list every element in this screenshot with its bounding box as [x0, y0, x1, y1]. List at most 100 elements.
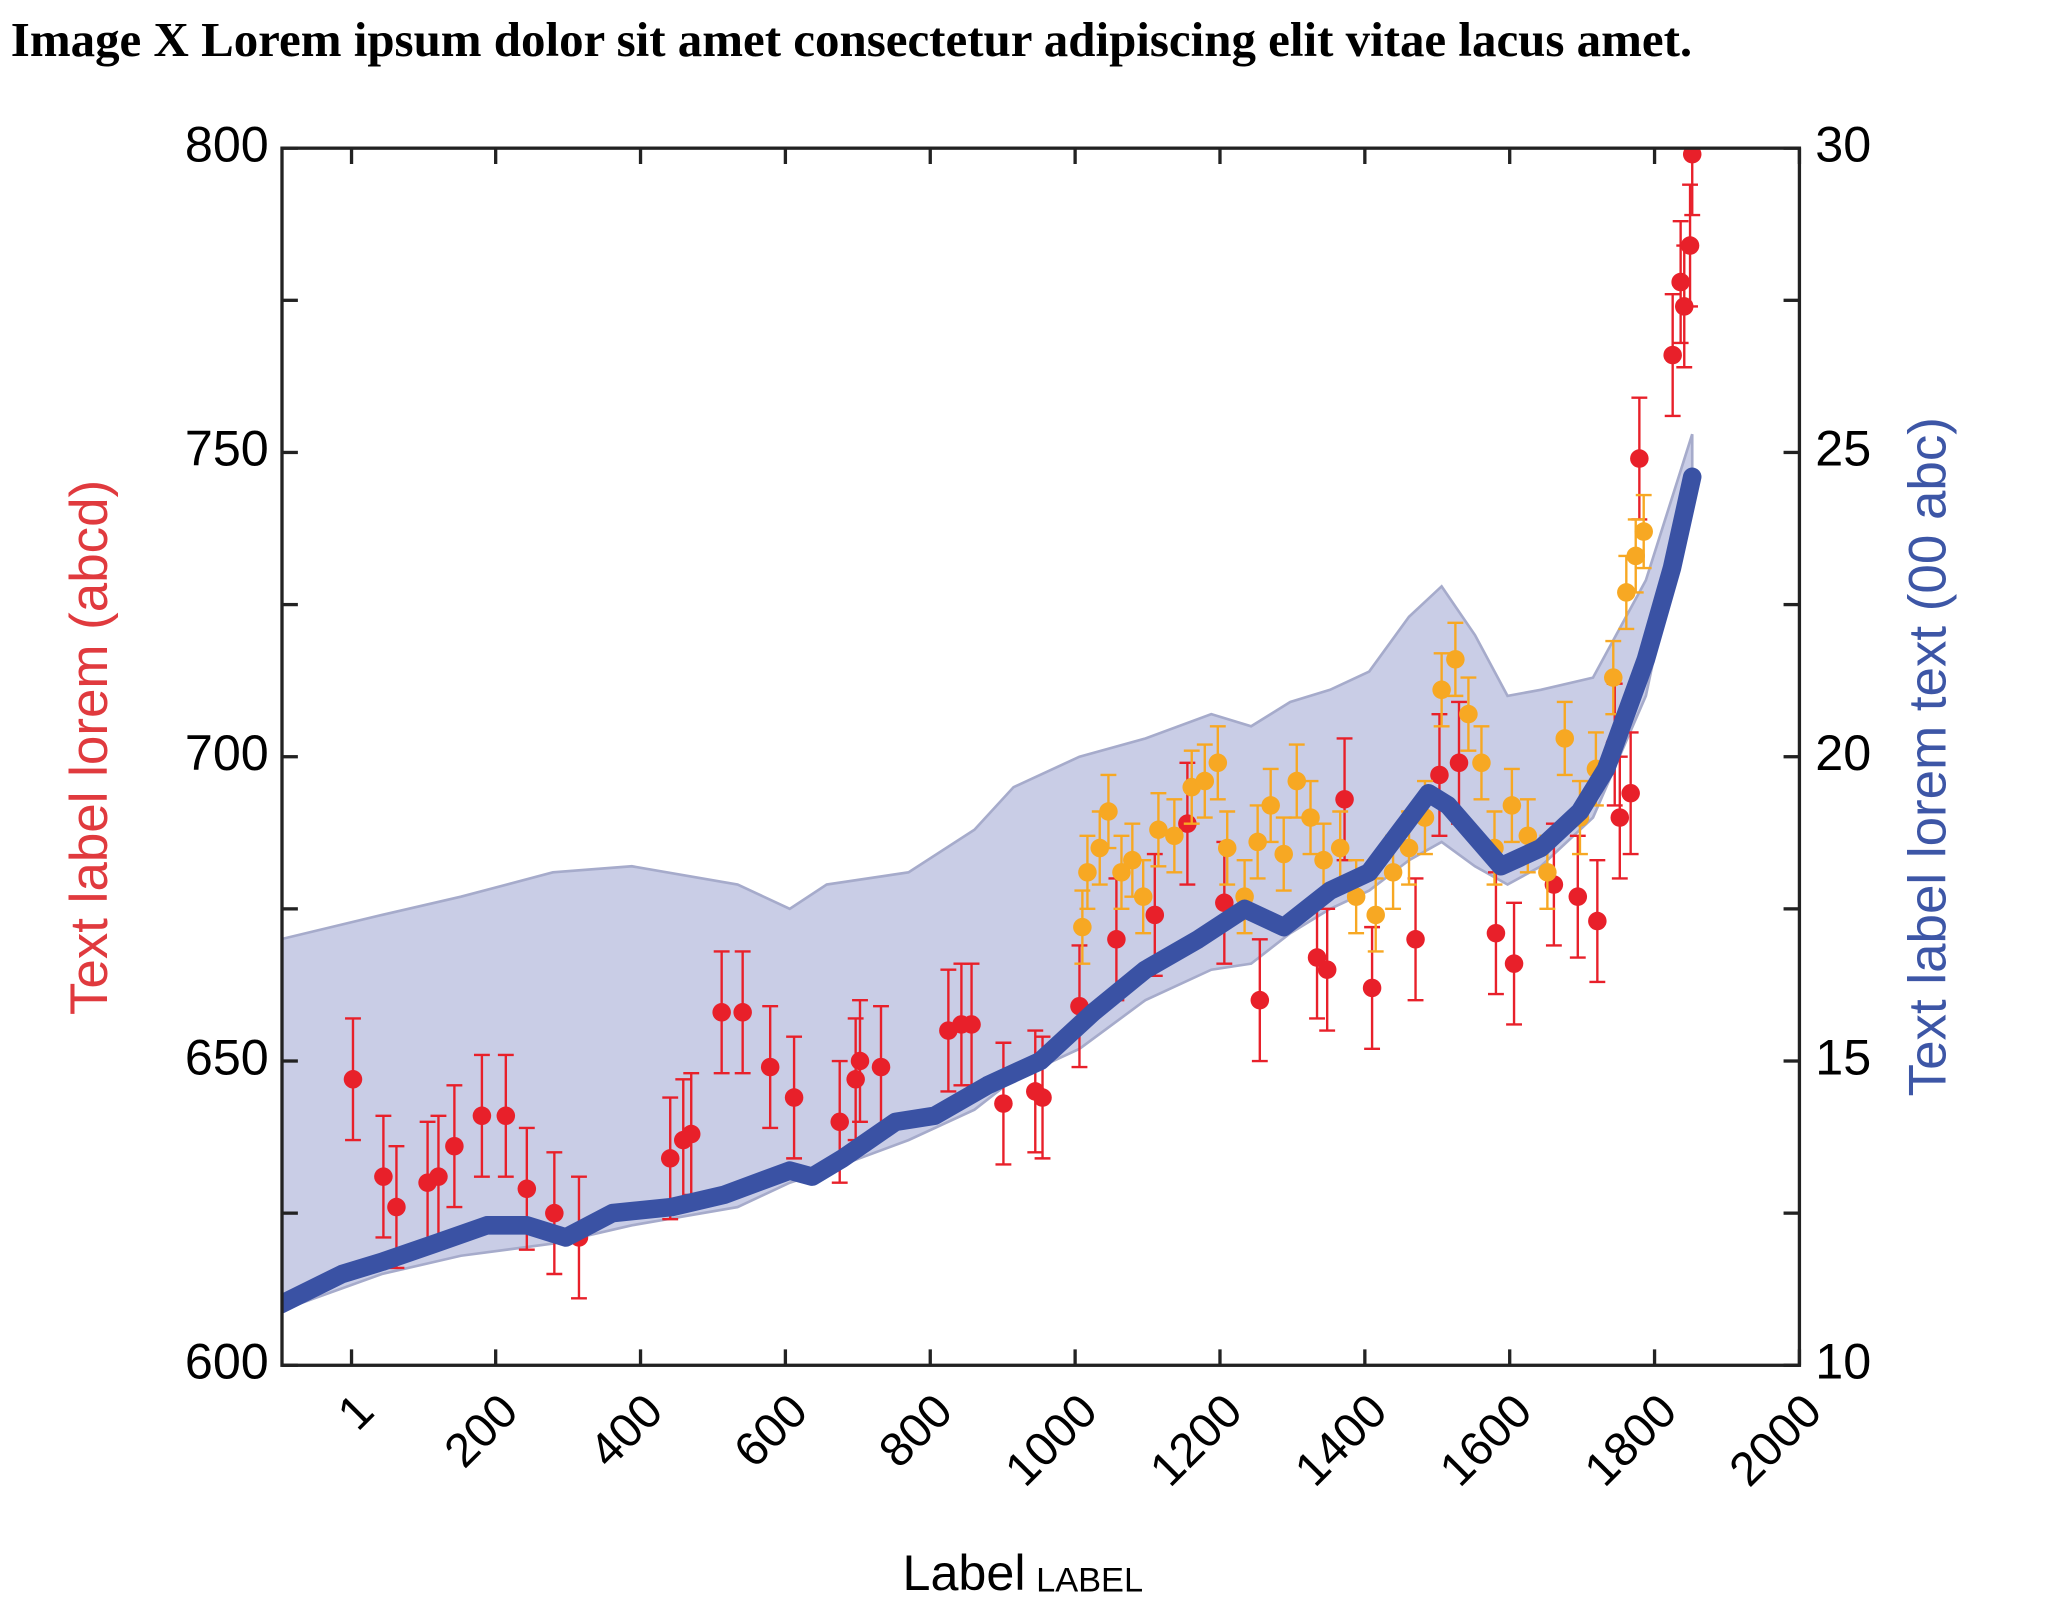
uncertainty-band [282, 433, 1694, 1312]
data-point [1626, 546, 1645, 566]
data-point [1568, 887, 1588, 906]
x-tick-label: 1600 [1430, 1384, 1542, 1496]
y-tick-label: 700 [185, 724, 269, 781]
data-point [1107, 930, 1126, 949]
data-point [1033, 1088, 1052, 1107]
data-point [1073, 917, 1092, 937]
data-point [1610, 808, 1630, 827]
data-point [962, 1015, 981, 1034]
data-point [1195, 771, 1215, 791]
x-tick-label: 800 [869, 1384, 963, 1478]
data-point [545, 1203, 564, 1223]
data-point [1366, 905, 1385, 925]
x-tick-label: 1 [328, 1384, 384, 1440]
data-point [1112, 863, 1131, 882]
data-point [1099, 802, 1118, 821]
data-point [681, 1124, 701, 1144]
x-tick-label: 2000 [1720, 1384, 1832, 1496]
data-point [374, 1167, 393, 1186]
data-point [429, 1167, 448, 1186]
x-tick-label: 600 [724, 1384, 818, 1478]
data-point [1588, 911, 1607, 931]
y2-tick-label: 30 [1815, 115, 1871, 172]
data-point [1362, 978, 1382, 998]
data-point [1449, 753, 1469, 773]
chart-title: Image X Lorem ipsum dolor sit amet conse… [11, 12, 1692, 67]
data-point [1634, 522, 1653, 541]
data-point [445, 1136, 464, 1156]
data-point [1555, 729, 1575, 748]
data-point [1217, 838, 1237, 858]
data-point [1682, 148, 1702, 164]
data-point [1617, 583, 1636, 602]
data-point [1078, 863, 1097, 882]
data-point [1133, 887, 1153, 906]
data-point [1123, 850, 1142, 870]
y2-axis-label: Text label lorem text (00 abc) [1899, 417, 1958, 1096]
data-point [1502, 796, 1522, 815]
data-point [846, 1070, 865, 1089]
y-tick-label: 800 [185, 115, 269, 172]
data-point [1301, 808, 1320, 827]
data-point [712, 1003, 731, 1022]
data-point [1335, 790, 1354, 809]
data-point [760, 1057, 780, 1077]
data-point [1446, 650, 1465, 669]
data-point [1307, 948, 1327, 967]
data-point [472, 1106, 492, 1126]
data-point [1621, 783, 1640, 803]
data-point [1208, 753, 1228, 773]
data-point [871, 1057, 891, 1077]
data-point [1274, 844, 1293, 864]
data-point [1215, 893, 1234, 913]
y2-tick-label: 10 [1815, 1333, 1871, 1390]
data-point [1248, 832, 1267, 852]
data-point [1090, 838, 1110, 858]
data-point [830, 1112, 849, 1132]
data-point [660, 1149, 680, 1168]
data-point [1630, 449, 1649, 468]
x-tick-label: 200 [435, 1384, 529, 1478]
data-point [1430, 765, 1449, 785]
data-point [343, 1070, 363, 1089]
data-point [1261, 796, 1280, 815]
data-point [1604, 668, 1623, 687]
data-point [1250, 990, 1270, 1010]
data-point [733, 1003, 752, 1022]
y-tick-label: 750 [185, 420, 269, 477]
data-point [496, 1106, 516, 1126]
x-tick-label: 400 [579, 1384, 673, 1478]
data-point [1538, 863, 1557, 882]
data-point [1504, 954, 1524, 973]
data-point [517, 1179, 537, 1199]
data-point [1406, 930, 1425, 949]
y2-tick-label: 20 [1815, 724, 1871, 781]
data-point [1472, 753, 1491, 773]
data-line [282, 467, 1702, 1314]
y-tick-label: 650 [185, 1028, 269, 1085]
data-point [1149, 820, 1168, 840]
data-point [784, 1088, 804, 1107]
data-point [1317, 960, 1337, 979]
data-point [1399, 838, 1419, 858]
data-point [1486, 923, 1506, 943]
data-point [1663, 345, 1682, 365]
data-point [1671, 272, 1690, 292]
data-point [1314, 850, 1333, 870]
data-point [1459, 704, 1478, 724]
y2-tick-label: 25 [1815, 420, 1871, 477]
x-tick-label: 1200 [1140, 1384, 1252, 1496]
x-axis-unit: LABEL [1036, 1561, 1143, 1599]
x-tick-label: 1800 [1575, 1384, 1687, 1496]
data-point [1346, 887, 1366, 906]
y2-tick-label: 15 [1815, 1028, 1871, 1085]
x-tick-label: 1000 [995, 1384, 1107, 1496]
data-point [1518, 826, 1538, 846]
y-tick-label: 600 [185, 1333, 269, 1390]
y-axis-label: Text label lorem (abcd) [60, 480, 119, 1015]
x-axis-label: Label [903, 1544, 1026, 1601]
data-point [1330, 838, 1350, 858]
data-point [1165, 826, 1184, 846]
